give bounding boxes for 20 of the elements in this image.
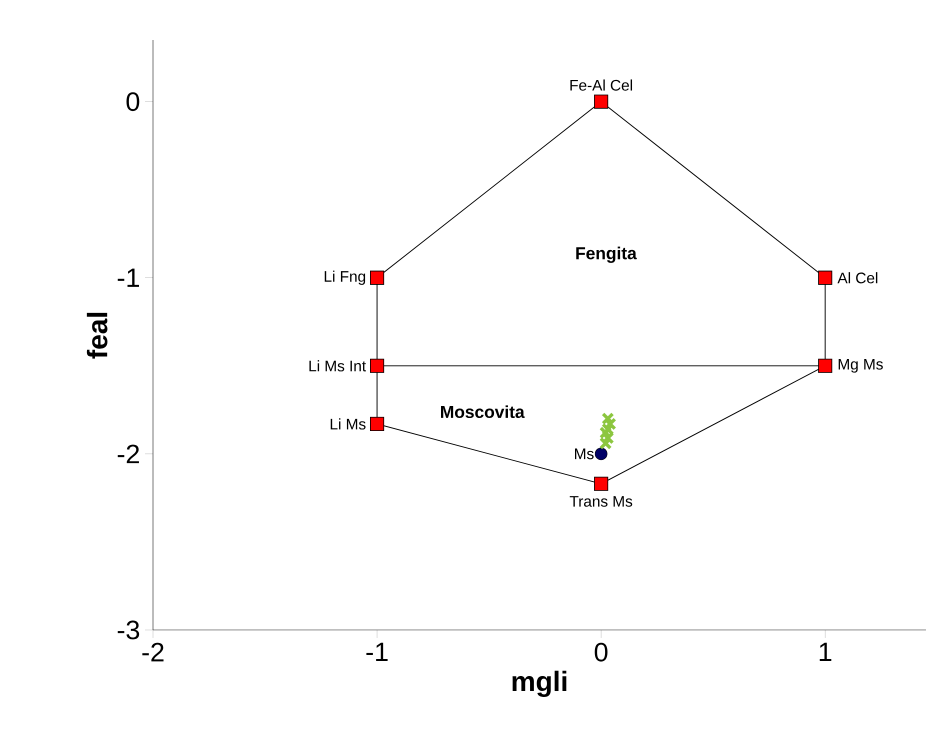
annotation: Mg Ms xyxy=(838,358,883,373)
annotation: Al Cel xyxy=(837,272,878,284)
annotation: Fengita xyxy=(576,246,637,263)
annotation: Li Fng xyxy=(324,270,366,285)
x-tick-label: -2 xyxy=(142,642,164,662)
y-tick-label: -2 xyxy=(118,444,139,464)
x-tick-label: 0 xyxy=(594,642,608,662)
annotation: Li Ms Int xyxy=(309,360,366,372)
annotation: Moscovita xyxy=(441,405,525,418)
annotation: Li Ms xyxy=(330,418,366,430)
x-axis-title: mgli xyxy=(512,670,566,697)
y-tick-label: 0 xyxy=(126,92,140,112)
x-tick-label: 1 xyxy=(820,642,832,662)
annotation: Ms xyxy=(575,448,594,460)
annotation: Trans Ms xyxy=(570,496,632,507)
y-tick-label: -1 xyxy=(118,268,139,287)
x-tick-label: -1 xyxy=(366,642,388,662)
annotation: Fe-Al Cel xyxy=(570,79,632,91)
y-axis-title: feal xyxy=(86,312,108,359)
y-tick-label: -3 xyxy=(118,620,140,640)
